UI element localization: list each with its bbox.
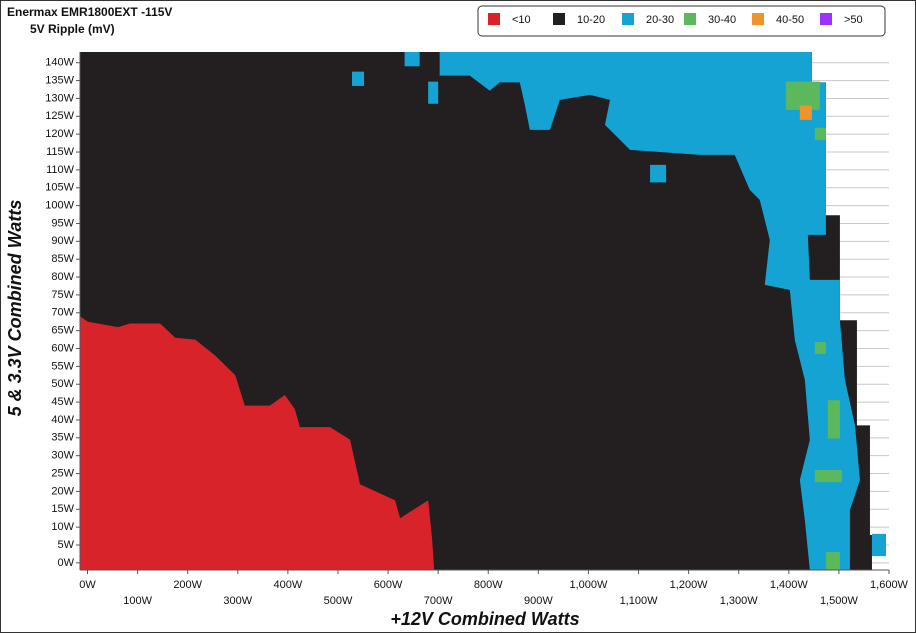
y-tick-label: 60W [51, 342, 74, 354]
y-tick-label: 30W [51, 450, 74, 462]
y-tick-label: 120W [45, 128, 74, 140]
heat-region [785, 81, 820, 110]
legend-label: 20-30 [646, 14, 674, 26]
legend-swatch [622, 13, 634, 25]
y-tick-label: 115W [46, 146, 75, 158]
y-tick-label: 50W [51, 378, 74, 390]
y-tick-label: 10W [51, 521, 74, 533]
x-tick-label: 500W [324, 595, 353, 607]
y-tick-label: 110W [46, 164, 75, 176]
y-tick-label: 135W [45, 74, 74, 86]
y-tick-label: 5W [58, 539, 75, 551]
x-tick-label: 0W [79, 579, 96, 591]
heat-region [428, 81, 439, 104]
x-tick-label: 100W [123, 595, 152, 607]
legend-swatch [684, 13, 696, 25]
y-tick-label: 35W [51, 432, 74, 444]
y-tick-label: 140W [45, 57, 74, 69]
legend-label: <10 [512, 14, 531, 26]
x-tick-label: 1,200W [670, 579, 709, 591]
x-tick-label: 300W [223, 595, 252, 607]
legend-swatch [553, 13, 565, 25]
x-tick-label: 400W [274, 579, 303, 591]
x-tick-label: 1,100W [620, 595, 659, 607]
legend-box [477, 5, 886, 37]
heat-region [439, 52, 860, 570]
heat-region [814, 127, 826, 140]
y-tick-label: 55W [51, 360, 74, 372]
y-tick-label: 85W [51, 253, 74, 265]
x-tick-label: 600W [374, 579, 403, 591]
legend-label: 40-50 [776, 14, 804, 26]
legend: <10 10-20 20-30 30-40 40-50 >50 [477, 5, 886, 37]
y-tick-label: 80W [51, 271, 74, 283]
heat-region [827, 400, 840, 439]
x-tick-label: 1,500W [820, 595, 859, 607]
x-tick-label: 1,000W [569, 579, 608, 591]
legend-label: 10-20 [577, 14, 605, 26]
x-tick-label: 700W [424, 595, 453, 607]
x-tick-label: 1,400W [770, 579, 809, 591]
legend-label: 30-40 [708, 14, 736, 26]
y-tick-label: 15W [51, 503, 74, 515]
x-axis-title: +12V Combined Watts [390, 609, 579, 629]
y-tick-label: 130W [45, 92, 74, 104]
heat-region [799, 105, 812, 120]
legend-swatch [820, 13, 832, 25]
heat-region [814, 469, 842, 483]
heat-region [352, 71, 365, 86]
heat-region [825, 552, 840, 570]
y-tick-label: 65W [51, 325, 74, 337]
heat-region [650, 164, 667, 183]
legend-swatch [488, 13, 500, 25]
y-tick-label: 100W [45, 200, 74, 212]
y-axis-title: 5 & 3.3V Combined Watts [5, 200, 25, 417]
y-tick-label: 125W [45, 110, 74, 122]
heat-region [814, 342, 826, 354]
x-tick-label: 1,300W [720, 595, 759, 607]
y-tick-label: 45W [51, 396, 74, 408]
legend-swatch [752, 13, 764, 25]
x-tick-label: 1,600W [870, 579, 909, 591]
chart-subtitle: 5V Ripple (mV) [30, 22, 115, 36]
y-tick-label: 95W [51, 217, 74, 229]
legend-label: >50 [844, 14, 863, 26]
y-tick-label: 0W [58, 557, 75, 569]
chart-title: Enermax EMR1800EXT -115V [7, 5, 172, 19]
heat-region [80, 316, 435, 570]
x-tick-label: 200W [173, 579, 202, 591]
y-tick-label: 40W [51, 414, 74, 426]
heat-region [404, 52, 420, 67]
x-tick-label: 800W [474, 579, 503, 591]
y-tick-label: 25W [51, 467, 74, 479]
y-tick-label: 90W [51, 235, 74, 247]
y-tick-label: 75W [51, 289, 74, 301]
y-tick-label: 20W [51, 485, 74, 497]
y-tick-label: 105W [45, 182, 74, 194]
heat-region [871, 533, 886, 557]
x-tick-label: 900W [524, 595, 553, 607]
y-tick-label: 70W [51, 307, 74, 319]
